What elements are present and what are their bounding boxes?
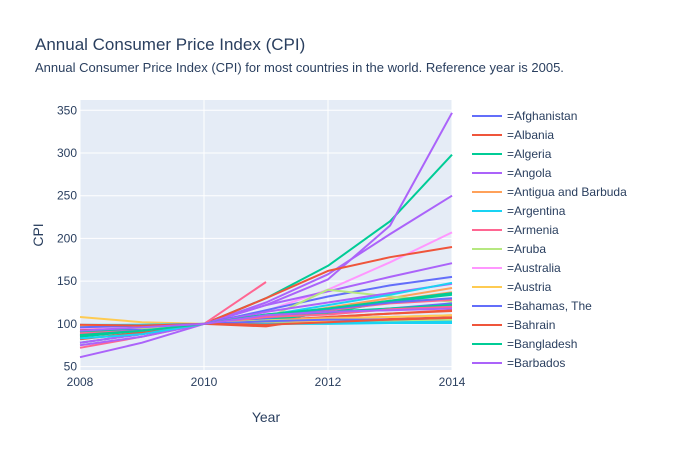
- chart-title: Annual Consumer Price Index (CPI): [35, 35, 306, 54]
- legend-label: =Armenia: [507, 222, 559, 237]
- legend-label: =Austria: [507, 279, 552, 294]
- grid: [79, 100, 453, 370]
- legend-item-bangladesh[interactable]: =Bangladesh: [472, 334, 627, 353]
- legend-swatch: [472, 266, 502, 269]
- legend-item-bahrain[interactable]: =Bahrain: [472, 315, 627, 334]
- legend-item-barbados[interactable]: =Barbados: [472, 353, 627, 372]
- y-axis-title: CPI: [30, 223, 46, 246]
- series-line[interactable]: [79, 246, 453, 341]
- legend-item-antigua-and-barbuda[interactable]: =Antigua and Barbuda: [472, 182, 627, 201]
- legend-swatch: [472, 114, 502, 117]
- legend-swatch: [472, 285, 502, 288]
- legend-label: =Barbados: [507, 355, 566, 370]
- legend-swatch: [472, 152, 502, 155]
- legend-swatch: [472, 361, 502, 364]
- legend-swatch: [472, 323, 502, 326]
- legend-label: =Argentina: [507, 203, 566, 218]
- legend-label: =Angola: [507, 165, 552, 180]
- legend-item-austria[interactable]: =Austria: [472, 277, 627, 296]
- legend-swatch: [472, 228, 502, 231]
- legend-swatch: [472, 247, 502, 250]
- y-tick-label: 250: [57, 189, 77, 203]
- legend-label: =Antigua and Barbuda: [507, 184, 627, 199]
- legend-item-afghanistan[interactable]: =Afghanistan: [472, 106, 627, 125]
- y-tick-label: 50: [64, 360, 78, 374]
- series-lines[interactable]: [79, 112, 453, 359]
- legend-swatch: [472, 304, 502, 307]
- series-line-bahrain[interactable]: [79, 316, 453, 327]
- legend-swatch: [472, 190, 502, 193]
- series-line-barbados[interactable]: [79, 307, 453, 332]
- x-tick-label: 2012: [315, 375, 342, 389]
- x-tick-label: 2014: [439, 375, 466, 389]
- y-tick-label: 350: [57, 103, 77, 117]
- legend-item-armenia[interactable]: =Armenia: [472, 220, 627, 239]
- legend-label: =Albania: [507, 127, 555, 142]
- chart-subtitle: Annual Consumer Price Index (CPI) for mo…: [35, 60, 564, 75]
- y-tick-label: 100: [57, 317, 77, 331]
- legend-item-albania[interactable]: =Albania: [472, 125, 627, 144]
- legend-item-angola[interactable]: =Angola: [472, 163, 627, 182]
- legend-item-argentina[interactable]: =Argentina: [472, 201, 627, 220]
- y-tick-label: 300: [57, 146, 77, 160]
- y-tick-label: 200: [57, 231, 77, 245]
- series-line-angola[interactable]: [79, 282, 453, 347]
- y-tick-label: 150: [57, 274, 77, 288]
- legend-item-aruba[interactable]: =Aruba: [472, 239, 627, 258]
- legend-label: =Bangladesh: [507, 336, 578, 351]
- legend-item-bahamas-the[interactable]: =Bahamas, The: [472, 296, 627, 315]
- legend-item-algeria[interactable]: =Algeria: [472, 144, 627, 163]
- legend-label: =Australia: [507, 260, 561, 275]
- legend-swatch: [472, 209, 502, 212]
- legend-item-australia[interactable]: =Australia: [472, 258, 627, 277]
- legend-swatch: [472, 133, 502, 136]
- legend-label: =Bahrain: [507, 317, 556, 332]
- legend-swatch: [472, 342, 502, 345]
- x-tick-label: 2010: [191, 375, 218, 389]
- tick-labels: 2008 2010 2012 2014 50 100 150 200 250 300 350: [57, 103, 466, 389]
- legend-label: =Algeria: [507, 146, 552, 161]
- legend-swatch: [472, 171, 502, 174]
- legend-label: =Afghanistan: [507, 108, 578, 123]
- x-axis-title: Year: [252, 409, 281, 425]
- legend-label: =Bahamas, The: [507, 298, 592, 313]
- legend-label: =Aruba: [507, 241, 547, 256]
- x-tick-label: 2008: [67, 375, 94, 389]
- legend[interactable]: =Afghanistan =Albania =Algeria =Angola =Anti…: [472, 106, 627, 372]
